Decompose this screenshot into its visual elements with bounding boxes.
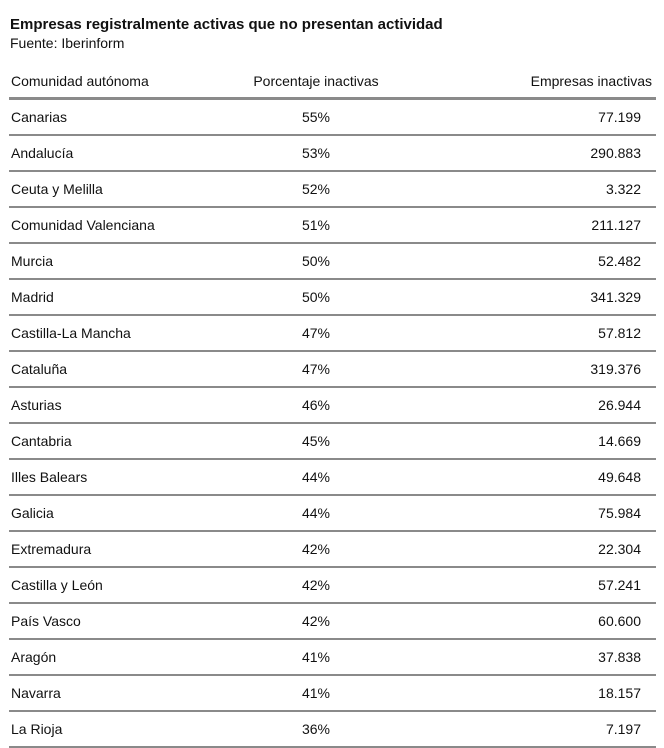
table-row: Navarra 41% 18.157 xyxy=(9,675,656,712)
table-row: Madrid 50% 341.329 xyxy=(9,279,656,316)
percentage-cell: 52% xyxy=(241,171,391,208)
percentage-cell: 50% xyxy=(241,279,391,316)
table-row: La Rioja 36% 7.197 xyxy=(9,711,656,748)
count-cell: 57.241 xyxy=(391,567,656,604)
count-cell: 60.600 xyxy=(391,603,656,640)
table-row: Castilla y León 42% 57.241 xyxy=(9,567,656,604)
table-row: Comunidad Valenciana 51% 211.127 xyxy=(9,207,656,244)
count-cell: 52.482 xyxy=(391,243,656,280)
percentage-cell: 42% xyxy=(241,531,391,568)
count-cell: 7.197 xyxy=(391,711,656,748)
count-cell: 3.322 xyxy=(391,171,656,208)
count-cell: 341.329 xyxy=(391,279,656,316)
percentage-cell: 46% xyxy=(241,387,391,424)
percentage-cell: 50% xyxy=(241,243,391,280)
table-row: Extremadura 42% 22.304 xyxy=(9,531,656,568)
table-row: Castilla-La Mancha 47% 57.812 xyxy=(9,315,656,352)
region-cell: Asturias xyxy=(9,387,241,424)
percentage-cell: 51% xyxy=(241,207,391,244)
region-cell: Castilla y León xyxy=(9,567,241,604)
table-row: Cataluña 47% 319.376 xyxy=(9,351,656,388)
column-header: Porcentaje inactivas xyxy=(241,64,391,100)
table-row: Illes Balears 44% 49.648 xyxy=(9,459,656,496)
count-cell: 22.304 xyxy=(391,531,656,568)
region-cell: Murcia xyxy=(9,243,241,280)
region-cell: Extremadura xyxy=(9,531,241,568)
table-source: Fuente: Iberinform xyxy=(10,35,125,51)
count-cell: 49.648 xyxy=(391,459,656,496)
header-row: Comunidad autónoma Porcentaje inactivas … xyxy=(9,64,656,100)
region-cell: Andalucía xyxy=(9,135,241,172)
column-header: Empresas inactivas xyxy=(391,64,656,100)
percentage-cell: 47% xyxy=(241,351,391,388)
percentage-cell: 42% xyxy=(241,567,391,604)
region-cell: Cantabria xyxy=(9,423,241,460)
count-cell: 319.376 xyxy=(391,351,656,388)
table-row: País Vasco 42% 60.600 xyxy=(9,603,656,640)
column-header: Comunidad autónoma xyxy=(9,64,241,100)
count-cell: 26.944 xyxy=(391,387,656,424)
region-cell: Aragón xyxy=(9,639,241,676)
region-cell: Comunidad Valenciana xyxy=(9,207,241,244)
table-row: Ceuta y Melilla 52% 3.322 xyxy=(9,171,656,208)
region-cell: La Rioja xyxy=(9,711,241,748)
percentage-cell: 47% xyxy=(241,315,391,352)
count-cell: 75.984 xyxy=(391,495,656,532)
count-cell: 77.199 xyxy=(391,98,656,136)
count-cell: 57.812 xyxy=(391,315,656,352)
percentage-cell: 41% xyxy=(241,675,391,712)
table-row: Cantabria 45% 14.669 xyxy=(9,423,656,460)
table-row: Andalucía 53% 290.883 xyxy=(9,135,656,172)
percentage-cell: 44% xyxy=(241,495,391,532)
region-cell: Navarra xyxy=(9,675,241,712)
percentage-cell: 36% xyxy=(241,711,391,748)
percentage-cell: 55% xyxy=(241,98,391,136)
data-table: Comunidad autónoma Porcentaje inactivas … xyxy=(9,64,656,748)
region-cell: Ceuta y Melilla xyxy=(9,171,241,208)
percentage-cell: 42% xyxy=(241,603,391,640)
percentage-cell: 41% xyxy=(241,639,391,676)
count-cell: 37.838 xyxy=(391,639,656,676)
table-title: Empresas registralmente activas que no p… xyxy=(10,16,443,33)
table-row: Asturias 46% 26.944 xyxy=(9,387,656,424)
count-cell: 290.883 xyxy=(391,135,656,172)
table-row: Aragón 41% 37.838 xyxy=(9,639,656,676)
percentage-cell: 45% xyxy=(241,423,391,460)
region-cell: País Vasco xyxy=(9,603,241,640)
table-row: Canarias 55% 77.199 xyxy=(9,98,656,136)
percentage-cell: 53% xyxy=(241,135,391,172)
region-cell: Galicia xyxy=(9,495,241,532)
percentage-cell: 44% xyxy=(241,459,391,496)
count-cell: 211.127 xyxy=(391,207,656,244)
region-cell: Madrid xyxy=(9,279,241,316)
region-cell: Castilla-La Mancha xyxy=(9,315,241,352)
table-row: Murcia 50% 52.482 xyxy=(9,243,656,280)
count-cell: 14.669 xyxy=(391,423,656,460)
region-cell: Canarias xyxy=(9,98,241,136)
count-cell: 18.157 xyxy=(391,675,656,712)
table-row: Galicia 44% 75.984 xyxy=(9,495,656,532)
region-cell: Cataluña xyxy=(9,351,241,388)
region-cell: Illes Balears xyxy=(9,459,241,496)
